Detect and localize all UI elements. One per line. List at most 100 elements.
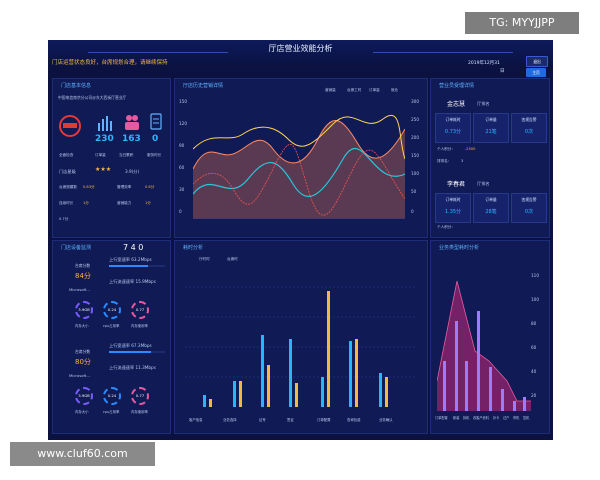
count-1: 230 xyxy=(95,134,114,144)
metric-label-1: 台席规模数 xyxy=(59,185,77,189)
header-wing-left xyxy=(88,46,228,53)
business-type-panel: 业务类型耗时分析 110 100 80 60 40 20 订单配置 新装 拆机 … xyxy=(430,240,550,434)
staff-1-card-2: 订单量 21笔 xyxy=(473,113,509,143)
device-2-gauge-2: 0.24 xyxy=(103,387,121,405)
bar-legend-2: 台席时 xyxy=(227,257,238,261)
staff-1-rank-value: 3 xyxy=(461,159,464,163)
time-bar-title: 耗时分析 xyxy=(183,245,204,251)
y-right-4: 150 xyxy=(411,153,419,158)
bar-cat-6: 查询包费 xyxy=(347,418,361,422)
bar-cat-5: 订单配置 xyxy=(317,418,331,422)
area-y-6: 20 xyxy=(531,393,537,398)
metric-value-1: 0.63分 xyxy=(83,185,95,189)
staff-1-score: -2500 xyxy=(465,147,476,151)
device-counts: 7 4 0 xyxy=(123,243,144,252)
device-1-score-label: 台席分数 xyxy=(75,263,91,268)
date-label: 2019年12月31 xyxy=(468,61,500,66)
device-1-up: 上行宽速率 63.2Mbps xyxy=(109,257,152,262)
device-2-score-label: 台席分数 xyxy=(75,349,91,354)
y-right-1: 300 xyxy=(411,99,419,104)
device-2-gauge-3: 0.77 xyxy=(131,387,149,405)
staff-panel-title: 营业员受理详情 xyxy=(439,83,475,89)
bar-stats-icon xyxy=(98,116,112,131)
staff-2-rank-label: 厅排名 xyxy=(477,181,490,186)
level-label: 门店星级 xyxy=(59,169,76,174)
rating-ring xyxy=(59,115,81,137)
store-info-panel: 门店基本信息 中国电信南京分公司@东大西街厅营业厅 230 163 0 全面检查… xyxy=(52,78,171,238)
watermark-top: TG: MYYJJPP xyxy=(465,12,579,34)
device-1-gauge-label-2: cpu占用率 xyxy=(103,324,120,328)
metric-label-3: 连续时长 xyxy=(59,201,74,205)
count-label-4: 服务时长 xyxy=(147,153,162,157)
area-y-5: 40 xyxy=(531,369,537,374)
legend-4: 就业 xyxy=(391,88,399,92)
y-right-2: 250 xyxy=(411,117,419,122)
legend-1: 营销量 xyxy=(325,88,336,92)
device-2-up: 上行宽速率 67.3Mbps xyxy=(109,343,152,348)
area-cat-4: 改客户资料 xyxy=(473,416,489,420)
staff-2-score-label: 个人积分： xyxy=(437,225,455,229)
count-3: 0 xyxy=(152,134,159,144)
star-rating: ★★★ xyxy=(95,166,112,173)
watermark-bottom: www.cluf60.com xyxy=(10,442,155,466)
metric-value-4: 1分 xyxy=(145,201,151,205)
area-cat-5: 补卡 xyxy=(493,416,500,420)
device-2-gauge-1: 3.9GB xyxy=(75,387,93,405)
staff-1-card-1: 订单耗时 0.73分 xyxy=(435,113,471,143)
staff-2-name: 李春君 xyxy=(447,181,466,188)
bar-cat-7: 业务确认 xyxy=(379,418,393,422)
line-series-4 xyxy=(193,144,405,216)
area-cat-3: 拆机 xyxy=(463,416,470,420)
store-name: 中国电信南京分公司@东大西街厅营业厅 xyxy=(58,95,127,100)
device-2-gauge-label-3: 内存使用率 xyxy=(131,410,148,414)
staff-2-card-3: 违规告警 0次 xyxy=(511,193,547,223)
header: 厅店营业效能分析 xyxy=(48,40,553,68)
area-cat-1: 订单配置 xyxy=(435,416,448,420)
staff-2-card-1: 订单耗时 1.35分 xyxy=(435,193,471,223)
count-label-2: 订单量 xyxy=(95,153,106,157)
bar-legend-1: 厅时时 xyxy=(199,257,210,261)
legend-2: 台席工时 xyxy=(347,88,362,92)
bar-cat-4: 签证 xyxy=(287,418,294,422)
users-icon xyxy=(125,115,139,130)
device-1-gauge-label-3: 内存使用率 xyxy=(131,324,148,328)
staff-1-card-3: 违规告警 0次 xyxy=(511,113,547,143)
history-chart-title: 厅店历史营销详情 xyxy=(183,83,224,89)
y-left-1: 150 xyxy=(179,99,187,104)
device-1-gauge-3: 0.77 xyxy=(131,301,149,319)
line-series-3 xyxy=(193,148,405,197)
device-1-score: 84分 xyxy=(75,272,91,280)
metric-value-2: 0.6分 xyxy=(145,185,155,189)
legend-3: 订单量 xyxy=(369,88,380,92)
device-1-up-bar xyxy=(109,265,165,267)
rating-ring-bar xyxy=(63,123,77,128)
home-button[interactable]: 主页 xyxy=(526,68,546,77)
staff-1-rank-label: 厅排名 xyxy=(477,101,490,106)
metric-value-3: 1分 xyxy=(83,201,89,205)
device-panel-title: 门店设备监测 xyxy=(61,245,92,251)
history-line-chart xyxy=(193,114,405,219)
y-left-2: 120 xyxy=(179,121,187,126)
y-left-5: 30 xyxy=(179,187,185,192)
device-2-up-bar xyxy=(109,351,165,353)
status-message: 门店运营状态良好，台席规划合理，请继续保持 xyxy=(52,60,168,66)
bar-cat-3: 证号 xyxy=(259,418,266,422)
line-series-2 xyxy=(193,114,405,160)
count-label-1: 全面检查 xyxy=(59,153,74,157)
y-left-6: 0 xyxy=(179,209,182,214)
count-2: 163 xyxy=(122,134,141,144)
history-chart-panel: 厅店历史营销详情 营销量 台席工时 订单量 就业 150 120 90 60 3… xyxy=(174,78,428,238)
area-line xyxy=(437,280,531,402)
y-right-5: 100 xyxy=(411,171,419,176)
count-label-3: 当日累积 xyxy=(119,153,134,157)
device-1-os: Microsoft... xyxy=(69,287,90,292)
area-cat-7: 停机 xyxy=(513,416,520,420)
date-suffix: 日 xyxy=(500,69,505,74)
page-title: 厅店营业效能分析 xyxy=(268,44,333,53)
device-2-gauge-label-1: 内存大小 xyxy=(75,410,89,414)
line-series-1 xyxy=(193,120,405,170)
exit-button[interactable]: 退出 xyxy=(526,56,548,67)
area-y-3: 80 xyxy=(531,321,537,326)
device-2-score: 80分 xyxy=(75,358,91,366)
dashboard: 厅店营业效能分析 门店运营状态良好，台席规划合理，请继续保持 2019年12月3… xyxy=(48,40,553,440)
